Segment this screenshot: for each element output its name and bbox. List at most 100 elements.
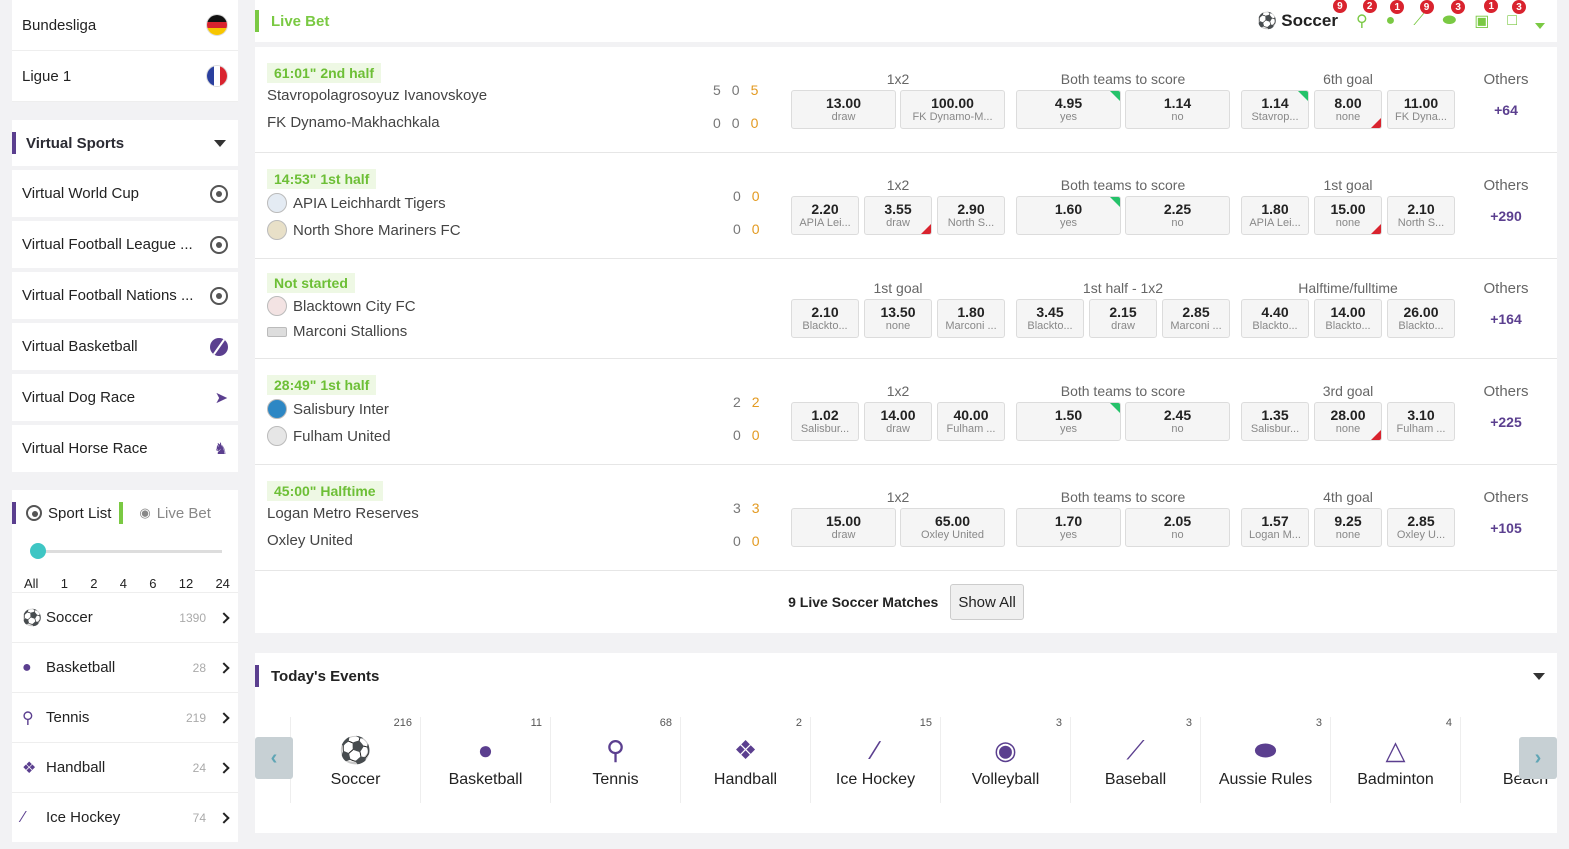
event-card-volleyball[interactable]: 3 ◉ Volleyball	[940, 717, 1070, 803]
carousel-prev-button[interactable]: ‹	[255, 737, 293, 779]
event-card-badminton[interactable]: 4 △ Badminton	[1330, 717, 1460, 803]
odds-button[interactable]: 2.90 North S...	[937, 196, 1005, 235]
odds-button[interactable]: 13.00 draw	[791, 90, 896, 129]
sport-filter-volleyball[interactable]: ● 1	[1386, 0, 1405, 30]
odds-button[interactable]: 9.25 none	[1314, 508, 1382, 547]
virtual-item-horse-race[interactable]: Virtual Horse Race ♞	[12, 425, 238, 472]
odds-button[interactable]: 1.80 APIA Lei...	[1241, 196, 1309, 235]
sport-row-tennis[interactable]: ⚲ Tennis 219	[12, 692, 238, 742]
league-item-ligue-1[interactable]: Ligue 1	[12, 51, 238, 102]
odds-button[interactable]: 26.00 Blackto...	[1387, 299, 1455, 338]
event-card-basketball[interactable]: 11 ● Basketball	[420, 717, 550, 803]
sport-filter-tennis[interactable]: ⚲ 2	[1356, 0, 1377, 31]
home-team[interactable]: Salisbury Inter	[267, 399, 389, 419]
slider-label[interactable]: 24	[215, 576, 230, 591]
sport-filter-table-tennis[interactable]: ▣ 1	[1474, 0, 1499, 31]
virtual-sports-header[interactable]: Virtual Sports	[12, 120, 238, 166]
tab-live-bet[interactable]: ◉ Live Bet	[139, 505, 211, 522]
time-filter-slider[interactable]: All 1 2 4 6 12 24	[12, 536, 238, 592]
odds-button[interactable]: 1.80 Marconi ...	[937, 299, 1005, 338]
away-team[interactable]: Oxley United	[267, 532, 353, 549]
others-link[interactable]: +225	[1490, 414, 1522, 430]
odds-button[interactable]: 40.00 Fulham ...	[937, 402, 1005, 441]
odds-button[interactable]: 3.45 Blackto...	[1016, 299, 1084, 338]
home-team[interactable]: Blacktown City FC	[267, 296, 416, 316]
odds-button[interactable]: 2.85 Marconi ...	[1162, 299, 1230, 338]
odds-button[interactable]: 14.00 draw	[864, 402, 932, 441]
slider-label[interactable]: 2	[90, 576, 98, 591]
virtual-item-football-league[interactable]: Virtual Football League ...	[12, 221, 238, 268]
odds-button[interactable]: 2.05 no	[1125, 508, 1230, 547]
odds-button[interactable]: 28.00 none	[1314, 402, 1382, 441]
event-card-baseball[interactable]: 3 ⟋ Baseball	[1070, 717, 1200, 803]
odds-button[interactable]: 2.20 APIA Lei...	[791, 196, 859, 235]
sport-row-handball[interactable]: ❖ Handball 24	[12, 742, 238, 792]
show-all-button[interactable]: Show All	[950, 584, 1024, 620]
odds-button[interactable]: 1.70 yes	[1016, 508, 1121, 547]
event-card-tennis[interactable]: 68 ⚲ Tennis	[550, 717, 680, 803]
todays-events-header[interactable]: Today's Events	[255, 653, 1557, 699]
odds-button[interactable]: 15.00 none	[1314, 196, 1382, 235]
slider-label[interactable]: All	[24, 576, 39, 591]
odds-button[interactable]: 1.14 no	[1125, 90, 1230, 129]
away-team[interactable]: Marconi Stallions	[267, 323, 407, 340]
odds-button[interactable]: 1.14 Stavrop...	[1241, 90, 1309, 129]
slider-track[interactable]	[34, 550, 222, 553]
event-card-ice-hockey[interactable]: 15 ∕ Ice Hockey	[810, 717, 940, 803]
chevron-down-icon[interactable]	[1535, 23, 1545, 29]
odds-button[interactable]: 11.00 FK Dyna...	[1387, 90, 1455, 129]
odds-button[interactable]: 1.60 yes	[1016, 196, 1121, 235]
odds-button[interactable]: 2.25 no	[1125, 196, 1230, 235]
odds-button[interactable]: 13.50 none	[864, 299, 932, 338]
virtual-item-world-cup[interactable]: Virtual World Cup	[12, 170, 238, 217]
sport-row-ice-hockey[interactable]: ∕ Ice Hockey 74	[12, 792, 238, 842]
odds-button[interactable]: 4.40 Blackto...	[1241, 299, 1309, 338]
tab-sport-list[interactable]: Sport List	[26, 505, 111, 522]
odds-button[interactable]: 100.00 FK Dynamo-M...	[900, 90, 1005, 129]
others-link[interactable]: +105	[1490, 520, 1522, 536]
home-team[interactable]: Stavropolagrosoyuz Ivanovskoye	[267, 87, 487, 104]
event-card-aussie-rules[interactable]: 3 ⬬ Aussie Rules	[1200, 717, 1330, 803]
sport-filter-aussie-rules[interactable]: ⬬ 3	[1443, 0, 1466, 30]
slider-handle[interactable]	[30, 543, 46, 559]
odds-button[interactable]: 1.57 Logan M...	[1241, 508, 1309, 547]
league-item-bundesliga[interactable]: Bundesliga	[12, 0, 238, 51]
others-link[interactable]: +164	[1490, 311, 1522, 327]
virtual-item-basketball[interactable]: Virtual Basketball	[12, 323, 238, 370]
odds-button[interactable]: 2.10 North S...	[1387, 196, 1455, 235]
odds-button[interactable]: 15.00 draw	[791, 508, 896, 547]
others-link[interactable]: +64	[1494, 102, 1518, 118]
odds-button[interactable]: 1.02 Salisbur...	[791, 402, 859, 441]
odds-button[interactable]: 65.00 Oxley United	[900, 508, 1005, 547]
sport-filter-soccer[interactable]: ⚽ Soccer 9	[1257, 0, 1347, 31]
odds-button[interactable]: 2.45 no	[1125, 402, 1230, 441]
odds-button[interactable]: 4.95 yes	[1016, 90, 1121, 129]
sport-filter-esports[interactable]: □ 3	[1507, 0, 1526, 30]
odds-button[interactable]: 2.85 Oxley U...	[1387, 508, 1455, 547]
odds-button[interactable]: 3.10 Fulham ...	[1387, 402, 1455, 441]
event-card-soccer[interactable]: 216 ⚽ Soccer	[290, 717, 420, 803]
odds-button[interactable]: 1.50 yes	[1016, 402, 1121, 441]
odds-button[interactable]: 1.35 Salisbur...	[1241, 402, 1309, 441]
virtual-item-dog-race[interactable]: Virtual Dog Race ➤	[12, 374, 238, 421]
home-team[interactable]: APIA Leichhardt Tigers	[267, 193, 446, 213]
slider-label[interactable]: 12	[178, 576, 194, 591]
odds-button[interactable]: 2.10 Blackto...	[791, 299, 859, 338]
slider-label[interactable]: 1	[60, 576, 68, 591]
sport-row-soccer[interactable]: ⚽ Soccer 1390	[12, 592, 238, 642]
sport-filter-baseball[interactable]: ⟋ 9	[1413, 0, 1434, 30]
away-team[interactable]: Fulham United	[267, 426, 391, 446]
sport-row-basketball[interactable]: ● Basketball 28	[12, 642, 238, 692]
away-team[interactable]: North Shore Mariners FC	[267, 220, 461, 240]
home-team[interactable]: Logan Metro Reserves	[267, 505, 419, 522]
odds-button[interactable]: 8.00 none	[1314, 90, 1382, 129]
odds-button[interactable]: 2.15 draw	[1089, 299, 1157, 338]
slider-label[interactable]: 4	[119, 576, 127, 591]
carousel-next-button[interactable]: ›	[1519, 737, 1557, 779]
away-team[interactable]: FK Dynamo-Makhachkala	[267, 114, 440, 131]
odds-button[interactable]: 3.55 draw	[864, 196, 932, 235]
others-link[interactable]: +290	[1490, 208, 1522, 224]
virtual-item-football-nations[interactable]: Virtual Football Nations ...	[12, 272, 238, 319]
slider-label[interactable]: 6	[149, 576, 157, 591]
odds-button[interactable]: 14.00 Blackto...	[1314, 299, 1382, 338]
